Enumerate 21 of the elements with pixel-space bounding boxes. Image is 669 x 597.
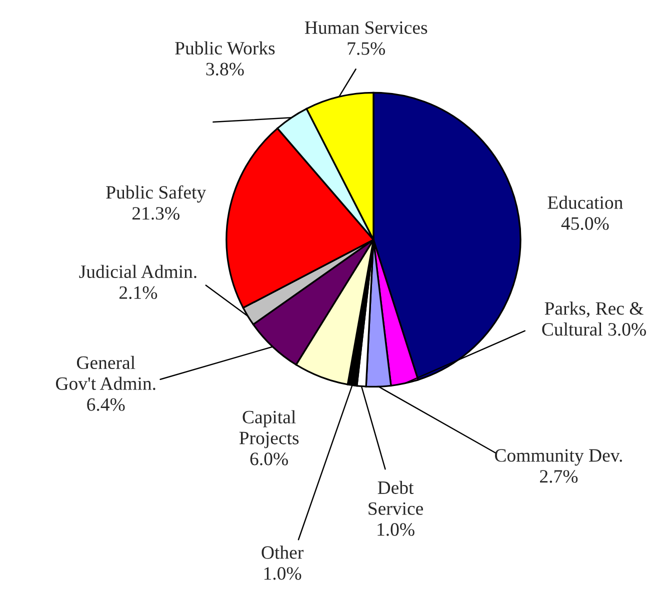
data-label: 6.0% <box>250 452 288 466</box>
slice-label: Human Services <box>304 21 428 34</box>
data-label: 6.4% <box>87 398 125 411</box>
data-label: 2.1% <box>120 286 158 300</box>
slice-label: Public Safety <box>106 185 206 203</box>
slice-label: Judicial Admin. <box>79 264 196 278</box>
slice-label: Public Works <box>175 41 275 55</box>
data-label: 3.8% <box>206 62 244 76</box>
data-label: 1.0% <box>378 523 414 536</box>
data-label: 45.0% <box>561 217 609 230</box>
slice-label: General Gov't Admin. <box>56 356 156 390</box>
slice-label: Community Dev. <box>495 449 622 466</box>
slice-label: Education <box>548 196 623 209</box>
data-label: 21.3% <box>132 207 180 220</box>
slice-label: Other <box>262 546 304 559</box>
data-label: 7.5% <box>348 42 385 55</box>
data-label: 2.7% <box>540 470 578 483</box>
slice-label: Debt Service <box>368 480 423 515</box>
slice-label: Parks, Rec & Cultural 3.0% <box>542 302 646 336</box>
data-label: 1.0% <box>264 567 302 580</box>
slice-label: Capital Projects <box>239 410 299 448</box>
